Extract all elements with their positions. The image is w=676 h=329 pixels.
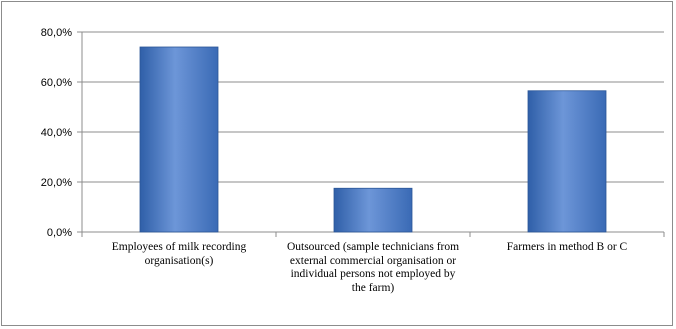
x-category-label: Employees of milk recording organisation… (111, 241, 247, 267)
y-tick-label: 60,0% (41, 77, 72, 89)
bar (139, 46, 219, 233)
y-tick-label: 40,0% (41, 127, 72, 139)
y-tick-labels: 0,0% 20,0% 40,0% 60,0% 80,0% (41, 27, 72, 239)
bar (527, 90, 607, 233)
y-tick-label: 20,0% (41, 177, 72, 189)
y-tick-label: 0,0% (47, 227, 72, 239)
bars (139, 46, 607, 233)
y-tick-label: 80,0% (41, 27, 72, 39)
bar (333, 187, 413, 233)
x-category-label: Outsourced (sample technicians from exte… (286, 241, 460, 294)
x-category-label: Farmers in method B or C (506, 241, 628, 253)
